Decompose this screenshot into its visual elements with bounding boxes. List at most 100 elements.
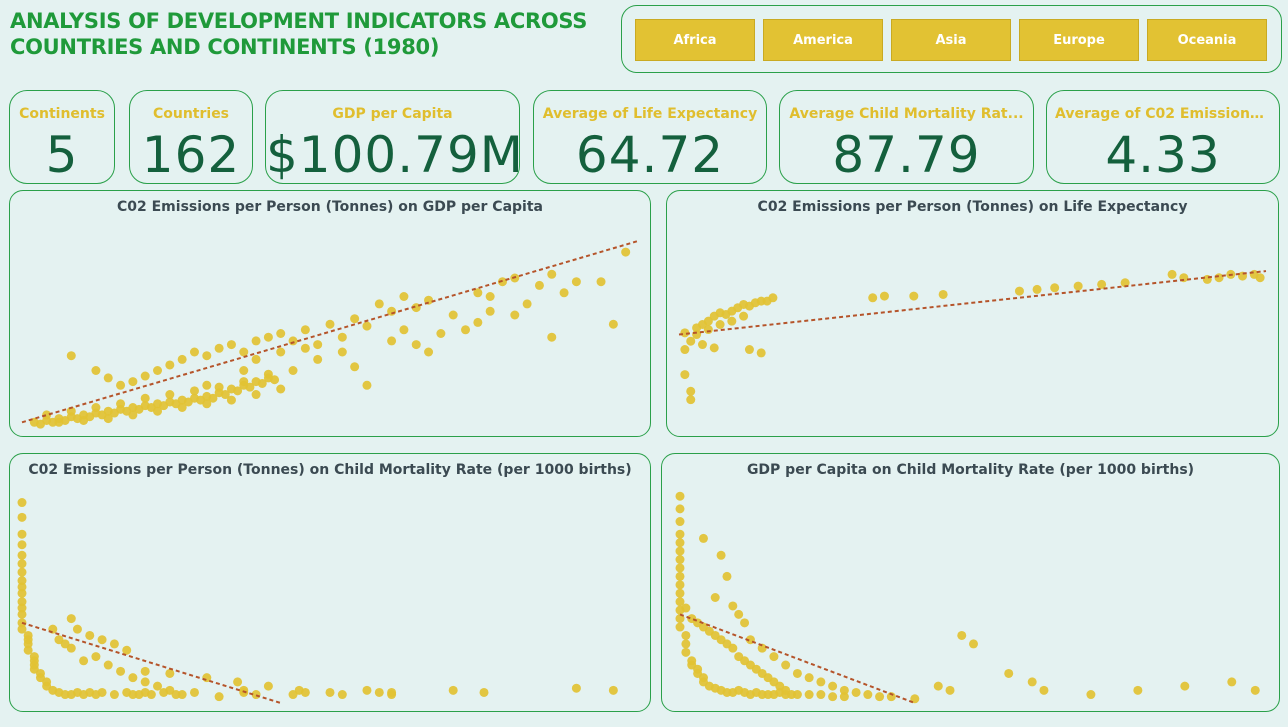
data-point[interactable] (1214, 273, 1224, 283)
data-point[interactable] (165, 360, 175, 370)
data-point[interactable] (675, 546, 685, 556)
data-point[interactable] (128, 377, 138, 387)
data-point[interactable] (54, 417, 64, 427)
data-point[interactable] (510, 310, 520, 320)
data-point[interactable] (202, 380, 212, 390)
data-point[interactable] (675, 504, 685, 514)
data-point[interactable] (177, 690, 187, 700)
data-point[interactable] (715, 320, 725, 329)
data-point[interactable] (270, 375, 280, 385)
data-point[interactable] (485, 306, 495, 316)
data-point[interactable] (251, 336, 261, 346)
data-point[interactable] (17, 624, 27, 634)
data-point[interactable] (547, 332, 557, 342)
data-point[interactable] (263, 681, 273, 691)
data-point[interactable] (300, 343, 310, 353)
data-point[interactable] (399, 292, 409, 301)
data-point[interactable] (479, 687, 489, 697)
data-point[interactable] (1073, 281, 1083, 291)
data-point[interactable] (66, 351, 76, 361)
data-point[interactable] (757, 643, 767, 653)
data-point[interactable] (128, 410, 138, 420)
data-point[interactable] (276, 329, 286, 338)
data-point[interactable] (675, 588, 685, 598)
data-point[interactable] (140, 666, 150, 676)
data-point[interactable] (313, 340, 323, 350)
data-point[interactable] (768, 293, 778, 303)
data-point[interactable] (969, 639, 978, 649)
data-point[interactable] (103, 660, 113, 670)
data-point[interactable] (165, 668, 175, 678)
data-point[interactable] (910, 694, 920, 704)
data-point[interactable] (165, 390, 175, 400)
data-point[interactable] (153, 406, 163, 416)
data-point[interactable] (739, 311, 749, 321)
data-point[interactable] (23, 639, 33, 649)
data-point[interactable] (781, 685, 791, 695)
data-point[interactable] (202, 399, 212, 409)
data-point[interactable] (79, 415, 89, 425)
data-point[interactable] (23, 645, 33, 655)
data-point[interactable] (722, 571, 732, 581)
data-point[interactable] (816, 690, 826, 700)
data-point[interactable] (233, 677, 243, 687)
data-point[interactable] (697, 340, 707, 350)
slicer-button-america[interactable]: America (763, 19, 883, 61)
data-point[interactable] (116, 666, 126, 676)
data-point[interactable] (97, 635, 107, 645)
data-point[interactable] (709, 343, 719, 353)
data-point[interactable] (957, 630, 967, 640)
data-point[interactable] (621, 247, 631, 257)
data-point[interactable] (350, 362, 360, 372)
data-point[interactable] (534, 280, 544, 290)
slicer-button-asia[interactable]: Asia (891, 19, 1011, 61)
data-point[interactable] (522, 299, 532, 309)
data-point[interactable] (608, 685, 618, 695)
data-point[interactable] (1227, 677, 1237, 687)
data-point[interactable] (686, 395, 696, 405)
data-point[interactable] (214, 382, 224, 392)
data-point[interactable] (1255, 273, 1265, 283)
data-point[interactable] (547, 269, 557, 279)
data-point[interactable] (851, 687, 861, 697)
data-point[interactable] (276, 384, 286, 394)
data-point[interactable] (85, 630, 95, 640)
data-point[interactable] (886, 692, 896, 702)
data-point[interactable] (288, 366, 298, 375)
data-point[interactable] (109, 690, 119, 700)
data-point[interactable] (66, 406, 76, 416)
data-point[interactable] (740, 618, 750, 628)
data-point[interactable] (116, 380, 126, 390)
data-point[interactable] (1050, 283, 1060, 293)
data-point[interactable] (17, 529, 27, 539)
data-point[interactable] (257, 378, 267, 388)
data-point[interactable] (756, 348, 766, 358)
data-point[interactable] (276, 347, 286, 357)
data-point[interactable] (1027, 677, 1037, 687)
data-point[interactable] (596, 277, 606, 287)
data-point[interactable] (686, 386, 696, 396)
data-point[interactable] (202, 351, 212, 361)
data-point[interactable] (189, 347, 199, 357)
data-point[interactable] (448, 685, 458, 695)
data-point[interactable] (288, 336, 298, 346)
data-point[interactable] (245, 382, 255, 392)
data-point[interactable] (804, 673, 814, 683)
data-point[interactable] (362, 380, 372, 390)
data-point[interactable] (436, 329, 446, 338)
data-point[interactable] (675, 491, 685, 501)
data-point[interactable] (681, 630, 691, 640)
data-point[interactable] (17, 597, 27, 607)
data-point[interactable] (703, 325, 713, 335)
data-point[interactable] (288, 690, 298, 700)
data-point[interactable] (675, 517, 685, 527)
data-point[interactable] (165, 685, 175, 695)
data-point[interactable] (839, 692, 849, 702)
data-point[interactable] (675, 555, 685, 565)
data-point[interactable] (17, 567, 27, 577)
data-point[interactable] (839, 685, 849, 695)
data-point[interactable] (675, 580, 685, 590)
data-point[interactable] (692, 330, 702, 340)
data-point[interactable] (698, 533, 708, 543)
data-point[interactable] (399, 325, 409, 335)
